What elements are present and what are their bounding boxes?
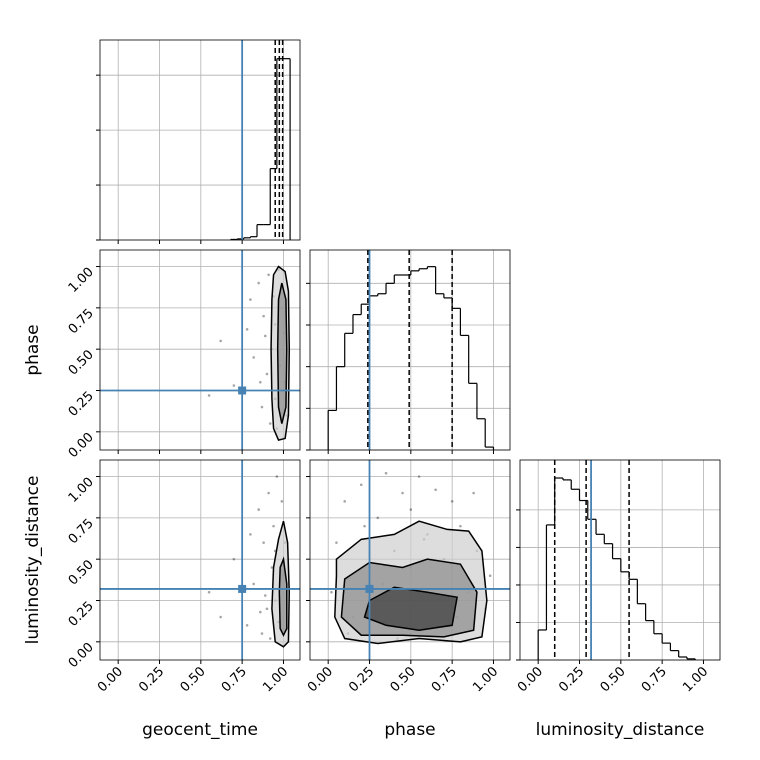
sample-point: [232, 384, 236, 387]
truth-marker: [365, 584, 374, 593]
x-tick-label: 1.00: [680, 664, 711, 695]
sample-point: [249, 298, 252, 301]
sample-point: [343, 500, 347, 503]
contour: [276, 282, 288, 424]
panel-frame: [99, 39, 301, 241]
sample-point: [268, 637, 272, 640]
x-tick-label: 0.75: [429, 664, 460, 695]
sample-point: [232, 557, 236, 561]
y-tick-label: 0.25: [66, 599, 97, 630]
sample-point: [260, 405, 264, 409]
sample-point: [272, 524, 275, 528]
sample-point: [330, 590, 333, 594]
x-axis-label: luminosity_distance: [536, 720, 705, 740]
sample-point: [257, 281, 260, 285]
panel-frame: [99, 459, 301, 661]
x-axis-label: phase: [384, 720, 435, 740]
x-tick-label: 0.50: [178, 664, 209, 695]
sample-point: [249, 533, 252, 536]
panel-frame: [99, 249, 301, 451]
sample-point: [270, 566, 274, 569]
sample-point: [280, 500, 284, 503]
sample-point: [275, 475, 279, 478]
sample-point: [459, 524, 462, 528]
x-tick-label: 0.75: [639, 664, 670, 695]
x-axis-label: geocent_time: [142, 720, 258, 740]
panel: 0.00 0.25 0.50 0.75 1.00 geocent_time 0.00 0.25…: [23, 459, 301, 740]
sample-point: [219, 339, 222, 343]
x-tick-label: 0.00: [95, 664, 126, 695]
sample-point: [219, 615, 222, 619]
panel-frame: [309, 459, 511, 661]
panel-frame: [309, 249, 511, 451]
y-tick-label: 0.75: [66, 306, 97, 337]
sample-point: [401, 491, 404, 495]
y-tick-label: 0.50: [66, 347, 97, 378]
y-tick-label: 0.00: [66, 430, 97, 461]
y-axis-label: phase: [23, 324, 43, 375]
sample-point: [207, 590, 211, 594]
sample-point: [267, 491, 270, 495]
x-tick-label: 0.25: [136, 664, 167, 695]
sample-point: [409, 508, 413, 511]
y-tick-label: 1.00: [66, 265, 97, 296]
y-tick-label: 0.75: [66, 516, 97, 547]
y-tick-label: 0.50: [66, 557, 97, 588]
truth-marker: [238, 386, 247, 395]
sample-point: [252, 582, 256, 586]
sample-point: [259, 380, 262, 384]
sample-point: [257, 508, 260, 511]
sample-point: [384, 471, 388, 475]
x-tick-label: 0.00: [515, 664, 546, 695]
sample-point: [417, 475, 421, 478]
sample-point: [267, 273, 270, 277]
sample-point: [263, 594, 267, 597]
y-axis-label: luminosity_distance: [23, 476, 43, 645]
sample-point: [263, 334, 267, 338]
contour: [278, 556, 288, 637]
x-tick-label: 0.50: [598, 664, 629, 695]
sample-point: [252, 356, 256, 359]
panel: 0.00 0.25 0.50 0.75 1.00 luminosity_distance: [515, 459, 721, 740]
x-tick-label: 0.25: [346, 664, 377, 695]
sample-point: [268, 422, 272, 425]
sample-point: [245, 328, 249, 331]
panel: 0.00 0.25 0.50 0.75 1.00 phase: [305, 459, 511, 740]
sample-point: [376, 516, 380, 520]
y-tick-label: 1.00: [66, 475, 97, 506]
x-tick-label: 0.00: [305, 664, 336, 695]
sample-point: [259, 610, 262, 614]
sample-point: [434, 488, 437, 492]
x-tick-label: 0.50: [388, 664, 419, 695]
sample-point: [207, 394, 211, 397]
sample-point: [265, 372, 269, 376]
x-tick-label: 0.75: [219, 664, 250, 695]
sample-point: [335, 541, 338, 544]
y-tick-label: 0.25: [66, 389, 97, 420]
panel: [306, 249, 511, 454]
x-tick-label: 0.25: [556, 664, 587, 695]
x-tick-label: 1.00: [470, 664, 501, 695]
y-tick-label: 0.00: [66, 640, 97, 671]
sample-point: [265, 607, 269, 611]
sample-point: [363, 524, 366, 528]
x-tick-label: 1.00: [260, 664, 291, 695]
sample-point: [450, 500, 454, 503]
truth-marker: [238, 584, 247, 593]
sample-point: [262, 541, 265, 544]
sample-point: [488, 574, 492, 578]
sample-point: [472, 491, 475, 495]
panel: 0.00 0.25 0.50 0.75 1.00 phase: [23, 249, 301, 461]
panel: [96, 39, 301, 244]
panel-frame: [519, 459, 721, 661]
sample-point: [260, 632, 264, 635]
sample-point: [262, 314, 265, 318]
sample-point: [245, 623, 249, 627]
sample-point: [359, 483, 363, 487]
